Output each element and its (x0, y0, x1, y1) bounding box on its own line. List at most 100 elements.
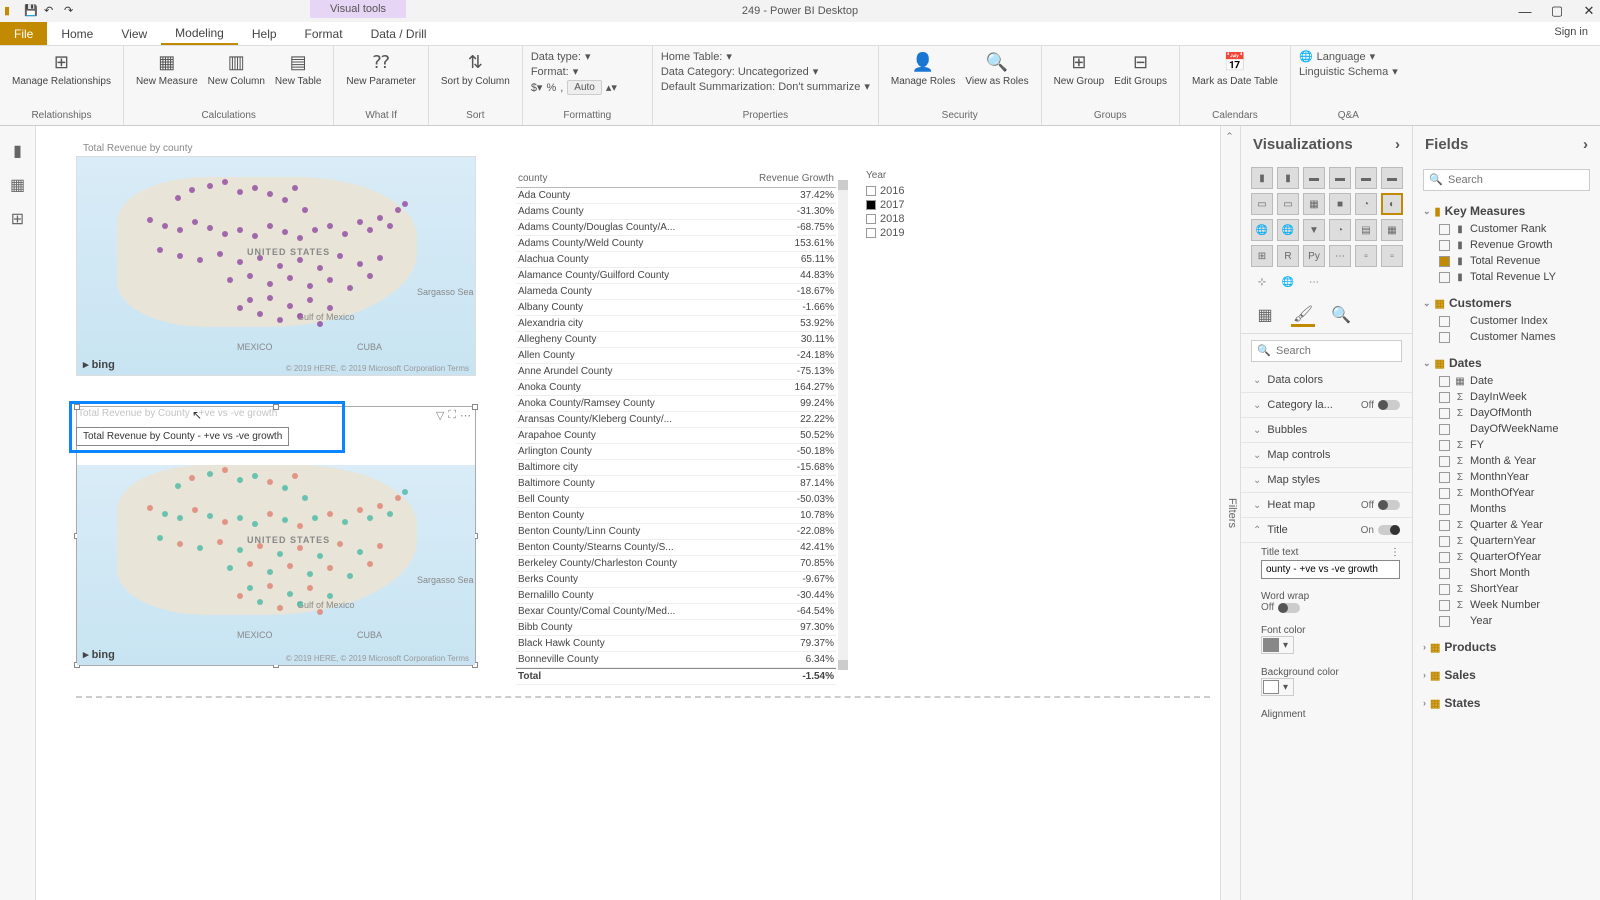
field-quarternyear[interactable]: ΣQuarternYear (1423, 533, 1590, 549)
slicer-item-2019[interactable]: 2019 (866, 227, 986, 239)
map-bubble[interactable] (237, 593, 243, 599)
undo-icon[interactable]: ↶ (44, 4, 58, 18)
field-dayofweekname[interactable]: DayOfWeekName (1423, 421, 1590, 437)
field-monthnyear[interactable]: ΣMonthnYear (1423, 469, 1590, 485)
map-bubble[interactable] (207, 471, 213, 477)
table-row[interactable]: Adams County/Weld County153.61% (516, 236, 836, 252)
fields-search-input[interactable] (1423, 169, 1590, 191)
map-bubble[interactable] (367, 273, 373, 279)
map-bubble[interactable] (177, 227, 183, 233)
year-slicer[interactable]: Year 2016201720182019 (866, 170, 986, 241)
new-measure-button[interactable]: ▦New Measure (132, 48, 202, 110)
viz-type-icon[interactable]: ⊹ (1251, 271, 1273, 293)
viz-type-icon[interactable]: ▦ (1303, 193, 1325, 215)
fmt-category-labels[interactable]: ⌄Category la...Off (1241, 393, 1412, 418)
field-table-customers[interactable]: ⌄▦Customers (1423, 293, 1590, 313)
field-date[interactable]: ▦Date (1423, 373, 1590, 389)
chevron-right-icon[interactable]: › (1583, 136, 1588, 153)
field-revenue-growth[interactable]: ▮Revenue Growth (1423, 237, 1590, 253)
map-bubble[interactable] (395, 495, 401, 501)
viz-type-icon[interactable]: ▭ (1277, 193, 1299, 215)
viz-type-icon[interactable]: ■ (1329, 193, 1351, 215)
map-bubble[interactable] (367, 561, 373, 567)
viz-type-icon[interactable]: ▬ (1329, 167, 1351, 189)
map-bubble[interactable] (302, 207, 308, 213)
map-visual-1[interactable]: Total Revenue by county UNITED STATES ME… (76, 156, 476, 376)
map-bubble[interactable] (402, 489, 408, 495)
table-row[interactable]: Allegheny County30.11% (516, 332, 836, 348)
field-table-states[interactable]: ›▦States (1423, 693, 1590, 713)
map-bubble[interactable] (387, 223, 393, 229)
map-bubble[interactable] (307, 571, 313, 577)
viz-type-icon[interactable]: ▭ (1251, 193, 1273, 215)
minimize-icon[interactable]: — (1518, 4, 1532, 18)
map-body[interactable]: UNITED STATES MEXICO CUBA Gulf of Mexico… (77, 465, 475, 665)
viz-type-icon[interactable]: ⋯ (1303, 271, 1325, 293)
map-bubble[interactable] (377, 215, 383, 221)
table-row[interactable]: Benton County/Linn County-22.08% (516, 524, 836, 540)
map-bubble[interactable] (157, 247, 163, 253)
map-bubble[interactable] (257, 543, 263, 549)
map-bubble[interactable] (297, 523, 303, 529)
viz-type-icon[interactable]: ▬ (1381, 167, 1403, 189)
report-canvas[interactable]: Total Revenue by county UNITED STATES ME… (36, 126, 1220, 900)
map-bubble[interactable] (282, 197, 288, 203)
map-bubble[interactable] (207, 513, 213, 519)
map-bubble[interactable] (297, 257, 303, 263)
viz-type-icon[interactable]: ⋯ (1329, 245, 1351, 267)
map-bubble[interactable] (237, 515, 243, 521)
viz-type-icon[interactable]: 🌐 (1277, 271, 1299, 293)
map-bubble[interactable] (175, 195, 181, 201)
map-bubble[interactable] (317, 321, 323, 327)
field-quarter-year[interactable]: ΣQuarter & Year (1423, 517, 1590, 533)
field-year[interactable]: Year (1423, 613, 1590, 629)
format-dropdown[interactable]: ▾ (573, 65, 579, 78)
map-bubble[interactable] (222, 231, 228, 237)
viz-type-icon[interactable]: ▼ (1303, 219, 1325, 241)
map-bubble[interactable] (222, 519, 228, 525)
close-icon[interactable]: ✕ (1582, 4, 1596, 18)
format-search-input[interactable] (1251, 340, 1402, 362)
map-bubble[interactable] (267, 569, 273, 575)
map-bubble[interactable] (327, 223, 333, 229)
tab-file[interactable]: File (0, 22, 47, 45)
new-parameter-button[interactable]: ⁇New Parameter (342, 48, 419, 110)
map-bubble[interactable] (327, 565, 333, 571)
map-bubble[interactable] (277, 605, 283, 611)
slicer-item-2016[interactable]: 2016 (866, 185, 986, 197)
map-bubble[interactable] (297, 601, 303, 607)
table-row[interactable]: Arapahoe County50.52% (516, 428, 836, 444)
save-icon[interactable]: 💾 (24, 4, 38, 18)
map-bubble[interactable] (402, 201, 408, 207)
map-bubble[interactable] (367, 227, 373, 233)
map-bubble[interactable] (282, 229, 288, 235)
map-bubble[interactable] (267, 583, 273, 589)
map-bubble[interactable] (317, 609, 323, 615)
map-bubble[interactable] (377, 543, 383, 549)
linguistic-schema-dropdown[interactable]: Linguistic Schema (1299, 66, 1388, 78)
tab-format[interactable]: Format (291, 22, 357, 45)
viz-type-icon[interactable]: ◔ (1355, 193, 1377, 215)
viz-type-icon[interactable]: ▮ (1251, 167, 1273, 189)
map-bubble[interactable] (207, 183, 213, 189)
map-bubble[interactable] (257, 599, 263, 605)
map-bubble[interactable] (192, 219, 198, 225)
map-bubble[interactable] (192, 507, 198, 513)
field-total-revenue[interactable]: ▮Total Revenue (1423, 253, 1590, 269)
table-row[interactable]: Benton County10.78% (516, 508, 836, 524)
viz-type-icon[interactable]: 🌐 (1277, 219, 1299, 241)
map-bubble[interactable] (337, 541, 343, 547)
map-bubble[interactable] (247, 561, 253, 567)
map-bubble[interactable] (297, 235, 303, 241)
more-icon[interactable]: ⋮ (1390, 547, 1400, 558)
map-bubble[interactable] (387, 511, 393, 517)
map-bubble[interactable] (312, 515, 318, 521)
table-row[interactable]: Black Hawk County79.37% (516, 636, 836, 652)
home-table-dropdown[interactable]: ▾ (726, 50, 732, 63)
map-bubble[interactable] (367, 515, 373, 521)
map-bubble[interactable] (327, 277, 333, 283)
analytics-mode-icon[interactable]: 🔍 (1329, 303, 1353, 327)
field-total-revenue-ly[interactable]: ▮Total Revenue LY (1423, 269, 1590, 285)
viz-type-icon[interactable]: R (1277, 245, 1299, 267)
manage-relationships-button[interactable]: ⊞Manage Relationships (8, 48, 115, 110)
